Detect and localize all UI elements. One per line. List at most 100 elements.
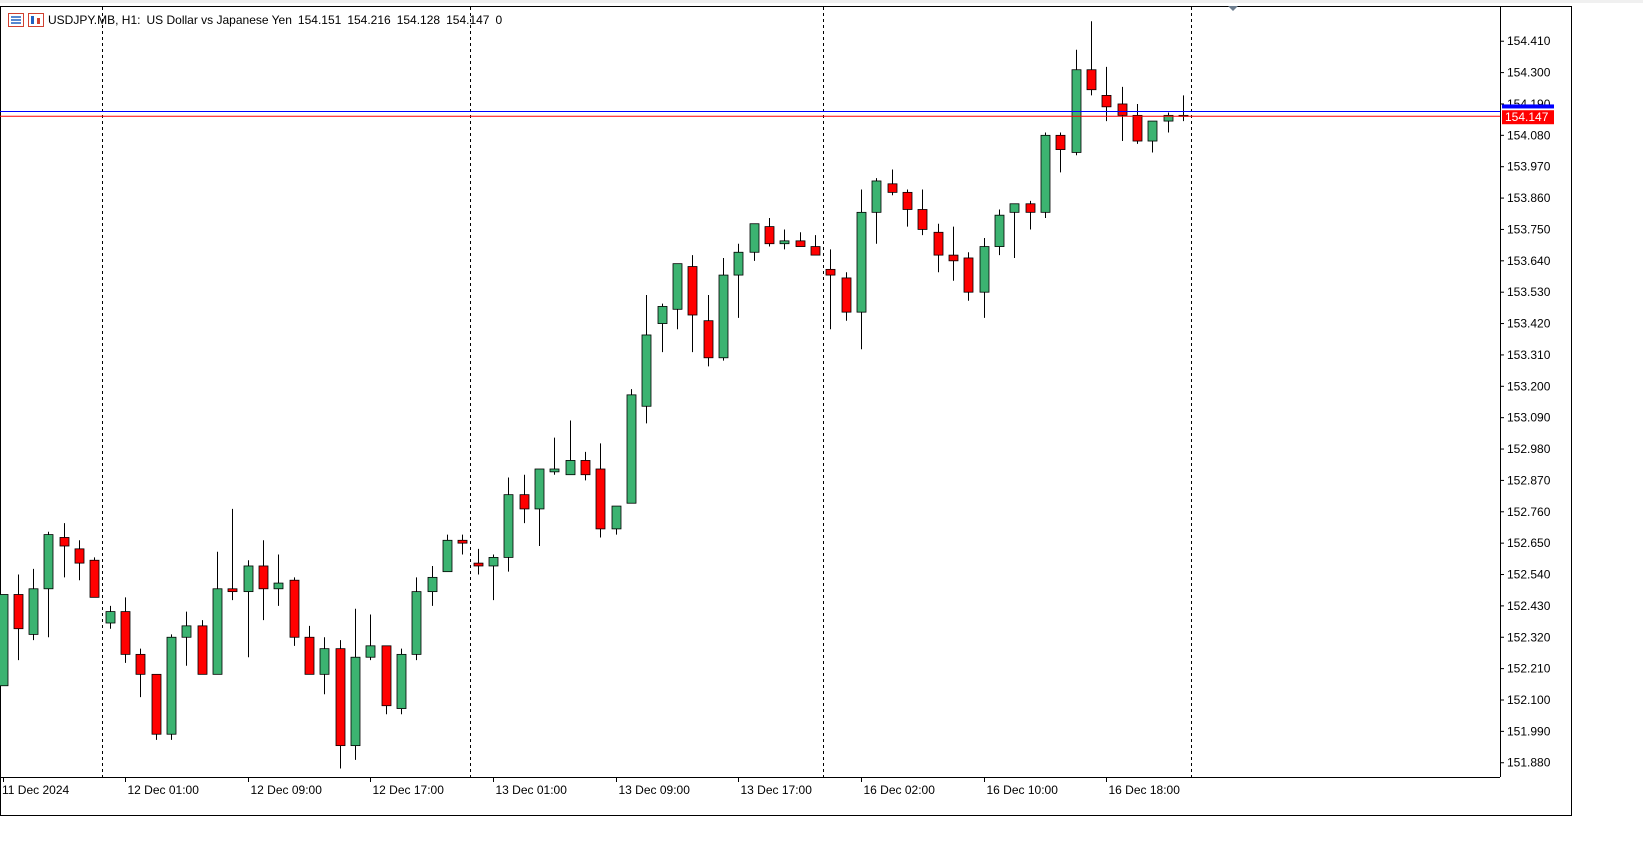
candle[interactable] [1071, 49, 1082, 156]
bear-candle-body [519, 494, 530, 510]
price-axis[interactable]: 154.410 154.300 154.190 154.080 153.970 153.8… [1500, 7, 1554, 777]
time-tick-label: 16 Dec 02:00 [864, 783, 936, 797]
candle[interactable] [350, 608, 361, 760]
candle[interactable] [59, 523, 70, 578]
candle[interactable] [1025, 200, 1036, 230]
candle[interactable] [89, 557, 100, 598]
candle[interactable] [28, 568, 39, 641]
candle[interactable] [442, 534, 453, 573]
candle[interactable] [488, 554, 499, 601]
candle[interactable] [135, 648, 146, 698]
candle[interactable] [703, 295, 714, 367]
candle[interactable] [258, 540, 269, 621]
candle[interactable] [795, 232, 806, 247]
bull-candle-body [565, 460, 576, 476]
candle[interactable] [718, 257, 729, 361]
candle[interactable] [749, 223, 760, 261]
candle[interactable] [825, 249, 836, 330]
candle[interactable] [365, 614, 376, 661]
candle[interactable] [549, 437, 560, 475]
candle[interactable] [841, 272, 852, 321]
candle[interactable] [105, 605, 116, 629]
candle[interactable] [657, 303, 668, 353]
candle[interactable] [289, 577, 300, 646]
candle[interactable] [396, 648, 407, 715]
candle[interactable] [304, 625, 315, 675]
chart-list-icon[interactable] [8, 13, 24, 27]
candle[interactable] [979, 238, 990, 318]
candle[interactable] [626, 389, 637, 504]
candle[interactable] [779, 229, 790, 250]
candle[interactable] [1101, 66, 1112, 122]
bull-candle-body [994, 214, 1005, 247]
candle[interactable] [856, 189, 867, 350]
bull-candle-body [657, 306, 668, 324]
chart-shift-marker-icon[interactable] [1228, 6, 1238, 11]
candle[interactable] [595, 443, 606, 538]
candle[interactable] [580, 451, 591, 481]
candle[interactable] [473, 548, 484, 575]
candle[interactable] [181, 611, 192, 666]
candle[interactable] [687, 255, 698, 353]
candle[interactable] [672, 263, 683, 330]
bull-candle-body [0, 594, 9, 687]
candle[interactable] [641, 295, 652, 424]
candle[interactable] [227, 508, 238, 601]
candle[interactable] [197, 620, 208, 675]
candle[interactable] [611, 505, 622, 535]
candle[interactable] [1117, 86, 1128, 142]
candle[interactable] [151, 673, 162, 740]
candle[interactable] [0, 594, 9, 687]
candle[interactable] [319, 637, 330, 695]
candle[interactable] [411, 577, 422, 661]
candle[interactable] [273, 554, 284, 606]
price-tick-label: 153.420 [1507, 317, 1551, 331]
candle[interactable] [565, 420, 576, 476]
candle[interactable] [243, 560, 254, 658]
candle[interactable] [43, 531, 54, 638]
candle[interactable] [764, 218, 775, 247]
candle[interactable] [917, 189, 928, 236]
candle[interactable] [335, 640, 346, 769]
candle[interactable] [1009, 203, 1020, 258]
candle[interactable] [74, 540, 85, 581]
candle[interactable] [381, 645, 392, 715]
candle[interactable] [503, 477, 514, 572]
candle[interactable] [120, 597, 131, 663]
candle[interactable] [1040, 132, 1051, 219]
candle[interactable] [948, 226, 959, 281]
candle[interactable] [427, 565, 438, 606]
candle[interactable] [902, 189, 913, 227]
candle[interactable] [1055, 132, 1066, 173]
candle[interactable] [534, 468, 545, 546]
candle[interactable] [457, 534, 468, 555]
candle[interactable] [733, 243, 744, 318]
price-tick-label: 154.080 [1507, 128, 1551, 142]
bull-candle-body [979, 246, 990, 293]
candle[interactable] [871, 178, 882, 244]
price-tick-label: 153.200 [1507, 379, 1551, 393]
candle[interactable] [933, 223, 944, 273]
candle[interactable] [1163, 112, 1174, 133]
candle[interactable] [994, 209, 1005, 256]
candle[interactable] [13, 574, 24, 661]
bull-candle-body [779, 240, 790, 245]
candle[interactable] [887, 169, 898, 196]
price-tick-label: 154.190 [1507, 97, 1551, 111]
candle[interactable] [963, 252, 974, 301]
candle[interactable] [1147, 120, 1158, 153]
candle[interactable] [212, 551, 223, 675]
candle[interactable] [166, 634, 177, 740]
time-axis[interactable]: 11 Dec 2024 12 Dec 01:00 12 Dec 09:00 12 De… [0, 777, 1500, 797]
candles-layer[interactable] [0, 21, 1189, 769]
candle[interactable] [1132, 103, 1143, 144]
chart-settings-icon[interactable] [28, 13, 44, 27]
candle[interactable] [810, 235, 821, 256]
candle[interactable] [519, 474, 530, 524]
candle[interactable] [1086, 21, 1097, 96]
candle[interactable] [1178, 95, 1189, 122]
day-separators [102, 7, 1192, 777]
time-tick-label: 12 Dec 01:00 [128, 783, 200, 797]
